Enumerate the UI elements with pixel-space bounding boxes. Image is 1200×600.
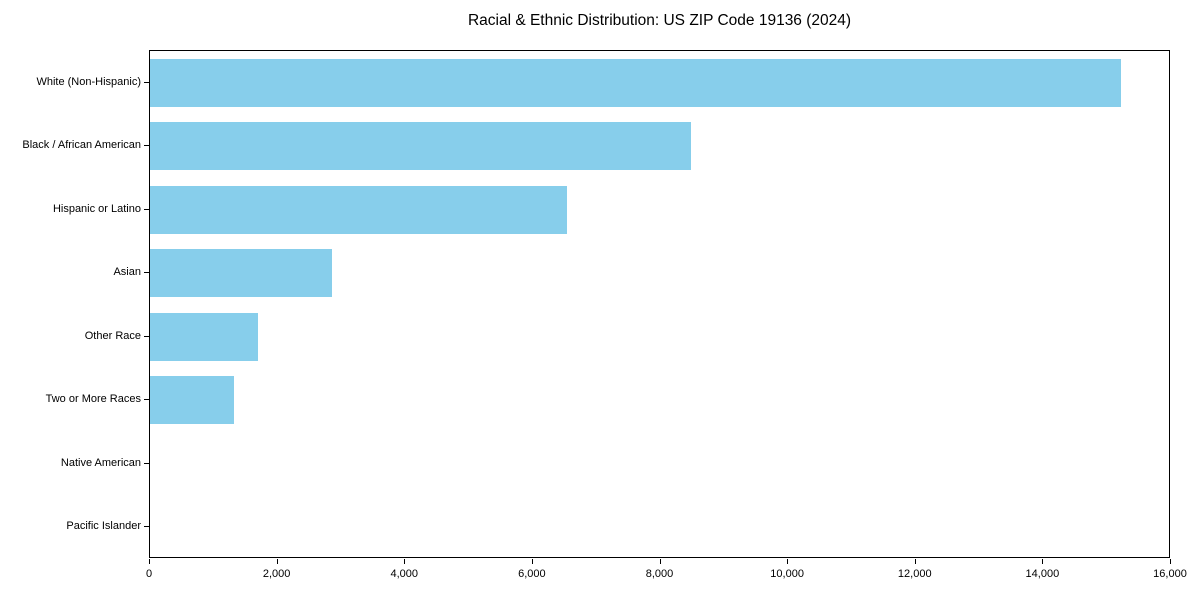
- bar-row: [150, 369, 1169, 433]
- x-tick: [404, 559, 406, 564]
- y-tick: [144, 272, 149, 274]
- bar-row: [150, 305, 1169, 369]
- x-tick-label: 2,000: [262, 568, 291, 580]
- y-tick: [144, 81, 149, 83]
- x-tick: [914, 559, 916, 564]
- y-tick: [144, 526, 149, 528]
- x-tick-label: 6,000: [518, 568, 546, 580]
- x-tick: [659, 559, 661, 564]
- y-axis-label: Other Race: [84, 329, 141, 342]
- bar-row: [150, 115, 1169, 179]
- x-tick-label: 12,000: [897, 568, 932, 580]
- y-tick: [144, 335, 149, 337]
- y-tick: [144, 145, 149, 147]
- bar: [150, 312, 259, 361]
- x-tick-label: 16,000: [1153, 568, 1187, 580]
- y-tick: [144, 208, 149, 210]
- bar-row: [150, 432, 1169, 496]
- y-tick: [144, 399, 149, 401]
- y-axis-label: Native American: [60, 456, 141, 469]
- x-tick-label: 8,000: [645, 568, 674, 580]
- y-axis-label: White (Non-Hispanic): [36, 75, 141, 88]
- x-tick: [1042, 559, 1044, 564]
- x-tick: [787, 559, 789, 564]
- plot-area: [149, 50, 1170, 558]
- x-tick-label: 4,000: [390, 568, 419, 580]
- bar: [150, 185, 568, 234]
- y-tick: [144, 462, 149, 464]
- bar: [150, 249, 333, 298]
- y-axis-label: Asian: [113, 266, 141, 279]
- x-tick-label: 10,000: [770, 568, 804, 580]
- x-tick-label: 0: [145, 568, 153, 580]
- x-tick: [1170, 559, 1171, 564]
- bar-row: [150, 242, 1169, 306]
- x-tick: [276, 559, 278, 564]
- y-axis-label: Two or More Races: [45, 393, 141, 406]
- bar-row: [150, 496, 1169, 560]
- x-tick: [531, 559, 533, 564]
- x-tick-label: 14,000: [1025, 568, 1060, 580]
- y-axis-label: Pacific Islander: [66, 520, 141, 533]
- y-axis-label: Hispanic or Latino: [52, 202, 141, 215]
- y-axis-label: Black / African American: [22, 139, 141, 152]
- x-tick: [149, 559, 150, 564]
- chart-title: Racial & Ethnic Distribution: US ZIP Cod…: [467, 12, 852, 29]
- bar: [150, 376, 235, 425]
- bar: [150, 58, 1122, 107]
- bar-row: [150, 178, 1169, 242]
- bar: [150, 122, 692, 171]
- bar-row: [150, 51, 1169, 115]
